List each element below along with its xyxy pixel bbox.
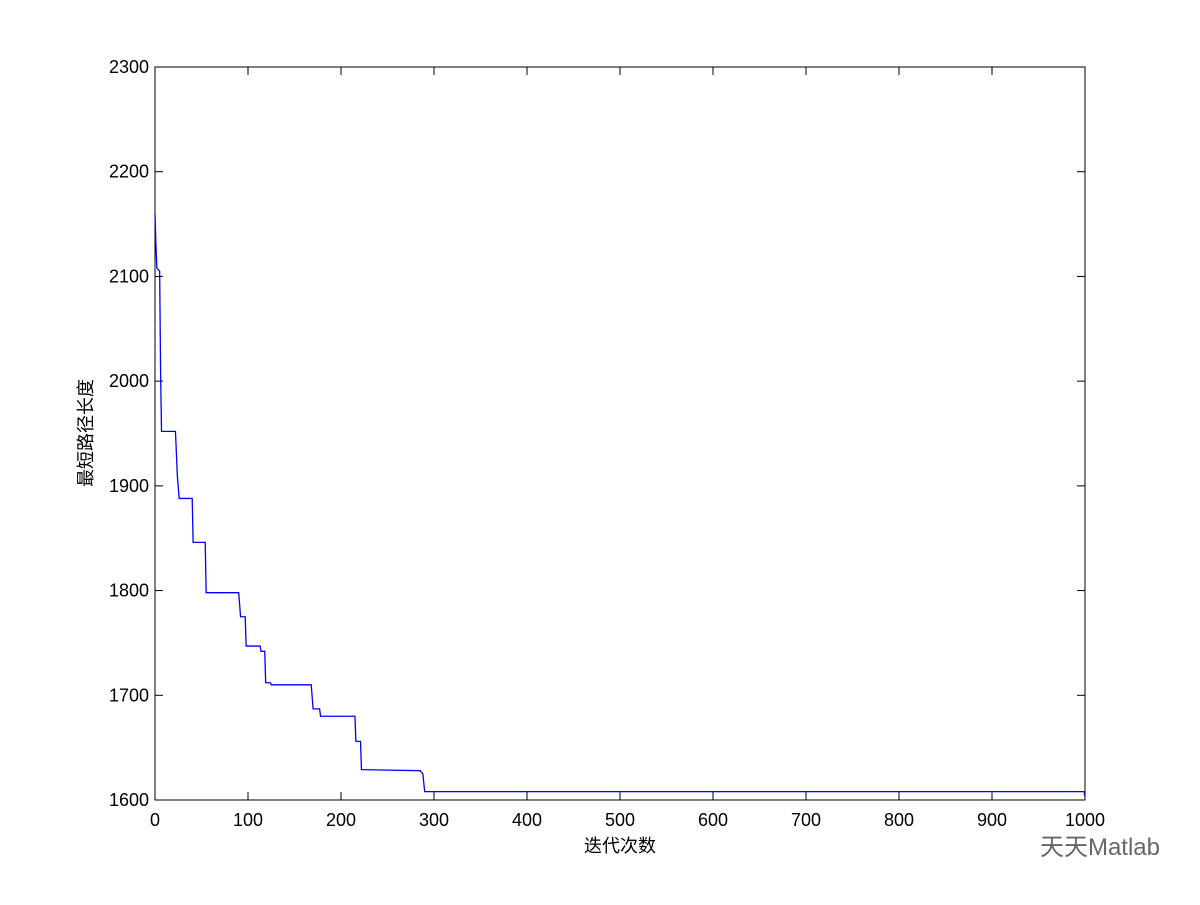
x-tick-label: 700 — [791, 810, 821, 830]
x-tick-label: 800 — [884, 810, 914, 830]
data-line — [154, 213, 1086, 797]
x-tick-label: 900 — [977, 810, 1007, 830]
y-tick-label: 1600 — [109, 790, 149, 810]
x-tick-label: 0 — [150, 810, 160, 830]
plot-frame — [154, 66, 1086, 801]
y-tick-label: 2100 — [109, 266, 149, 286]
y-tick-label: 1800 — [109, 581, 149, 601]
x-tick-label: 300 — [419, 810, 449, 830]
x-tick-label: 100 — [233, 810, 263, 830]
x-tick-label: 400 — [512, 810, 542, 830]
y-axis-label: 最短路径长度 — [76, 379, 96, 487]
x-tick-label: 600 — [698, 810, 728, 830]
x-tick-label: 1000 — [1065, 810, 1105, 830]
y-tick-label: 1700 — [109, 685, 149, 705]
y-tick-label: 2000 — [109, 371, 149, 391]
x-axis-label: 迭代次数 — [584, 836, 656, 856]
y-tick-label: 2300 — [109, 57, 149, 77]
watermark: 天天Matlab — [1040, 834, 1160, 861]
y-tick-label: 1900 — [109, 476, 149, 496]
y-tick-label: 2200 — [109, 162, 149, 182]
x-tick-label: 500 — [605, 810, 635, 830]
x-tick-label: 200 — [326, 810, 356, 830]
